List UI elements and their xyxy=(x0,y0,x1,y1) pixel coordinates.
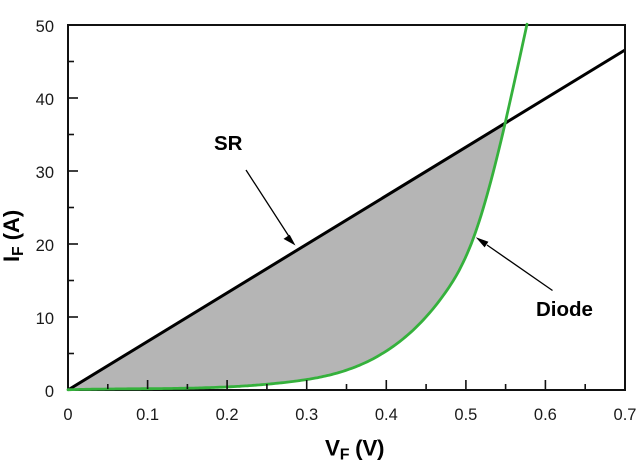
svg-text:10: 10 xyxy=(36,310,54,328)
svg-text:0: 0 xyxy=(63,406,72,424)
svg-text:20: 20 xyxy=(36,237,54,255)
svg-text:0.6: 0.6 xyxy=(534,406,557,424)
svg-text:50: 50 xyxy=(36,18,54,36)
svg-text:0: 0 xyxy=(45,383,54,401)
svg-text:40: 40 xyxy=(36,91,54,109)
svg-text:0.2: 0.2 xyxy=(216,406,239,424)
svg-text:0.3: 0.3 xyxy=(295,406,318,424)
svg-text:0.1: 0.1 xyxy=(136,406,159,424)
svg-text:30: 30 xyxy=(36,164,54,182)
svg-text:0.7: 0.7 xyxy=(614,406,637,424)
svg-text:0.4: 0.4 xyxy=(375,406,398,424)
svg-text:Diode: Diode xyxy=(536,298,593,321)
svg-text:SR: SR xyxy=(214,132,243,155)
svg-text:VF (V): VF (V) xyxy=(325,436,384,464)
svg-text:0.5: 0.5 xyxy=(454,406,477,424)
